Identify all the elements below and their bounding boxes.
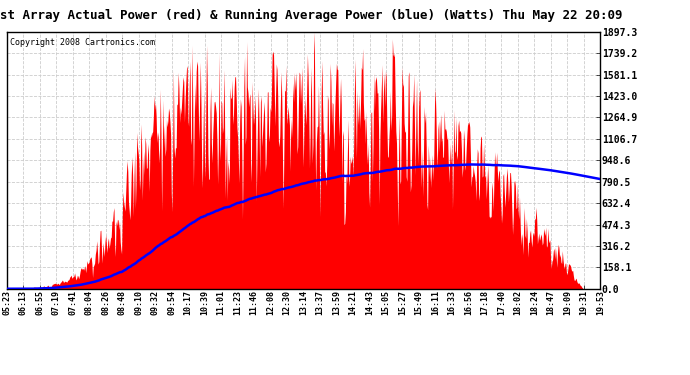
Text: West Array Actual Power (red) & Running Average Power (blue) (Watts) Thu May 22 : West Array Actual Power (red) & Running …	[0, 9, 622, 22]
Text: Copyright 2008 Cartronics.com: Copyright 2008 Cartronics.com	[10, 38, 155, 47]
